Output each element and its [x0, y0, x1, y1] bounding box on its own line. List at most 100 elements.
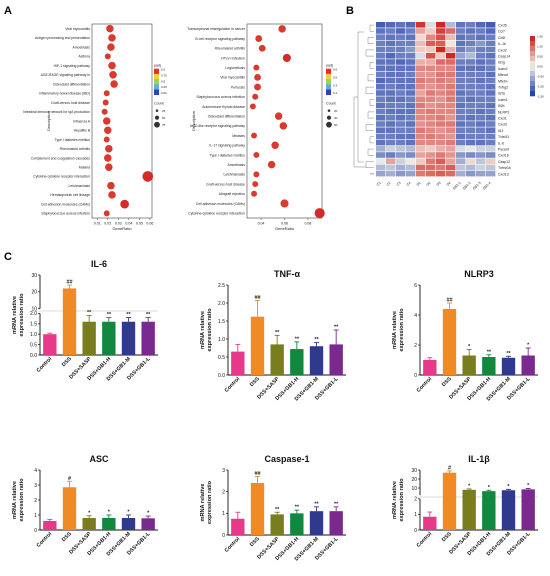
heatmap-scale-step	[530, 51, 535, 57]
heatmap-cell	[466, 90, 476, 96]
heatmap-cell	[426, 170, 436, 177]
heatmap-cell	[486, 152, 496, 158]
heatmap-cell	[386, 115, 396, 121]
dotplot-point	[252, 93, 259, 100]
heatmap-scale-step	[530, 86, 535, 92]
heatmap-cell	[376, 158, 386, 164]
bar	[309, 346, 324, 375]
dotplot-category-label: Viral myocarditis	[65, 27, 90, 31]
dotplot-category-label: Leishmaniasis	[69, 184, 91, 188]
heatmap-cell	[426, 146, 436, 152]
bar-chart-y-tick-label: 1.0	[218, 337, 225, 343]
heatmap-cell	[386, 170, 396, 177]
significance-mark: *	[527, 343, 530, 349]
heatmap-dendrogram-branch	[367, 148, 374, 156]
heatmap-cell	[466, 59, 476, 65]
legend-padj-gradient-step	[326, 79, 331, 85]
heatmap-cell	[376, 139, 386, 146]
bar	[501, 357, 516, 375]
dotplot-point	[249, 103, 256, 110]
legend-count-title: Count	[326, 102, 336, 106]
heatmap-scale-label: 0.00	[537, 65, 543, 69]
dotplot-point	[314, 208, 325, 219]
heatmap-cell	[446, 71, 456, 78]
dotplot-category-label: HIF-1 signaling pathway	[54, 64, 91, 68]
heatmap-cell	[396, 102, 406, 109]
heatmap-cell	[486, 133, 496, 140]
heatmap-cell	[406, 133, 416, 140]
legend-padj-label: 0.1	[333, 91, 338, 95]
dotplot-category-label: Malaria	[79, 165, 90, 169]
heatmap-cell	[466, 170, 476, 177]
bar-chart-y-tick-label: 0	[34, 528, 37, 534]
bar-chart-y-tick-label: 6	[414, 283, 417, 289]
heatmap-cell	[446, 115, 456, 121]
heatmap-cell	[406, 77, 416, 84]
heatmap-cell	[406, 164, 416, 171]
dotplot-point	[103, 136, 110, 143]
heatmap-cell	[396, 158, 406, 164]
heatmap-cell	[486, 46, 496, 53]
dotplot-frame	[91, 23, 153, 219]
heatmap-cell	[456, 96, 466, 102]
heatmap-cell	[396, 146, 406, 152]
heatmap-cell	[446, 108, 456, 115]
bar-chart-y-tick-label: 2.0	[30, 311, 37, 317]
heatmap-cell	[466, 108, 476, 115]
bar-chart-category-label: DSS	[61, 356, 73, 368]
heatmap-cell	[416, 65, 426, 71]
heatmap-cell	[456, 164, 466, 171]
bar	[423, 516, 437, 530]
heatmap-row-label: NLRP3	[498, 110, 509, 114]
heatmap-cell	[426, 127, 436, 133]
heatmap-cell	[376, 22, 386, 28]
dotplot-x-axis-label: GeneRatio	[275, 226, 295, 231]
bar-chart-y-tick-label: 1.0	[30, 332, 37, 338]
heatmap-cell	[406, 40, 416, 47]
dotplot-point	[253, 151, 260, 158]
heatmap-cell	[436, 152, 446, 158]
dotplot-x-tick-label: 0.08	[304, 222, 311, 226]
bar	[521, 489, 535, 530]
heatmap-cell	[376, 65, 386, 71]
heatmap-row-label: Cxcl1	[498, 116, 507, 120]
heatmap-column-label: D3	[436, 181, 442, 187]
bar-chart-category-label: DSS	[441, 531, 453, 543]
heatmap-cell	[416, 77, 426, 84]
legend-padj-gradient-step	[154, 79, 159, 85]
dotplot-category-label: Staphylococcus aureus infection	[41, 212, 90, 216]
heatmap-cell	[456, 65, 466, 71]
bar-chart-title: ASC	[89, 454, 109, 464]
heatmap-cell	[426, 121, 436, 127]
heatmap-cell	[476, 22, 486, 28]
legend-count-title: Count	[154, 102, 164, 106]
heatmap-cell	[486, 53, 496, 59]
heatmap-cell	[426, 90, 436, 96]
heatmap-cell	[476, 65, 486, 71]
dotplot-point	[274, 112, 283, 120]
dotplot-category-label: Cell adhesion molecules (CAMs)	[196, 202, 245, 206]
heatmap-cell	[386, 139, 396, 146]
heatmap-cell	[476, 53, 486, 59]
bar	[290, 513, 304, 535]
significance-mark: *	[488, 485, 491, 491]
heatmap-cell	[386, 59, 396, 65]
dotplot-point	[271, 141, 279, 150]
heatmap-cell	[436, 96, 446, 102]
heatmap-cell	[476, 158, 486, 164]
heatmap-cell	[466, 121, 476, 127]
heatmap-cell	[456, 170, 466, 177]
significance-mark: ##	[66, 280, 72, 286]
significance-mark: *	[507, 484, 510, 490]
heatmap-cell	[386, 34, 396, 40]
heatmap-cell	[456, 53, 466, 59]
dotplot-category-label: Amoebiasis	[72, 45, 90, 49]
heatmap-cell	[436, 40, 446, 47]
heatmap-cell	[416, 84, 426, 90]
heatmap-cell	[376, 90, 386, 96]
heatmap-cell	[466, 96, 476, 102]
heatmap-cell	[456, 108, 466, 115]
bar-chart-IL-6: IL-6 mRNA relative expression ratio 0.0 0.5 1…	[12, 259, 158, 382]
panel-label-b: B	[346, 5, 354, 17]
heatmap-cell	[486, 108, 496, 115]
